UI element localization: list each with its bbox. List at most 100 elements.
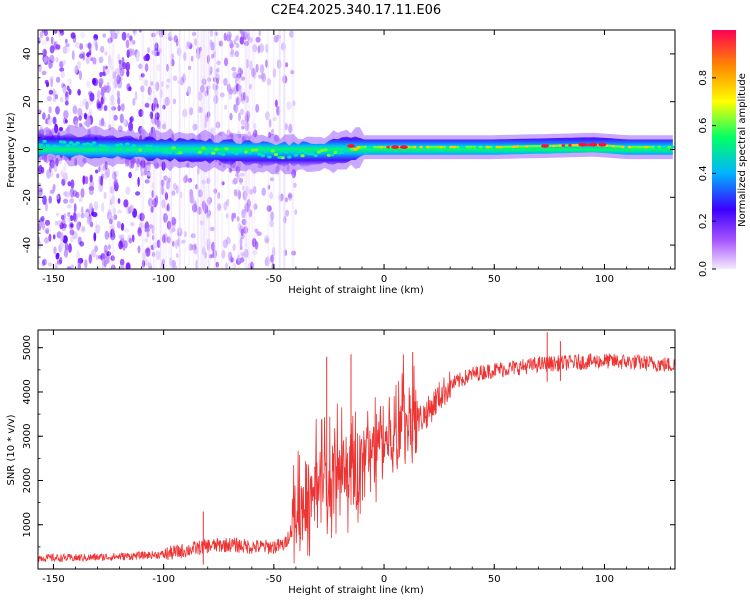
ridge-core [647, 145, 652, 149]
noise-blob [66, 85, 70, 91]
noise-blob [147, 86, 152, 96]
noise-blob [120, 103, 125, 112]
noise-blob [248, 209, 253, 218]
noise-blob [120, 222, 125, 231]
ridge-core [482, 145, 487, 149]
noise-blob [248, 37, 254, 43]
ridge-core [62, 140, 67, 144]
ridge-core [640, 145, 646, 149]
ridge-core [664, 145, 669, 149]
noise-blob [38, 106, 41, 116]
noise-blob [214, 84, 218, 92]
noise-blob [48, 60, 54, 68]
ridge-core [257, 152, 262, 156]
noise-blob [69, 198, 75, 204]
noise-blob [60, 170, 64, 178]
noise-blob [281, 42, 286, 51]
noise-blob [272, 116, 277, 122]
noise-blob [238, 90, 243, 97]
noise-blob [66, 204, 72, 209]
noise-blob [52, 88, 56, 97]
noise-blob [199, 220, 204, 226]
noise-blob [226, 129, 231, 139]
noise-blob [52, 89, 58, 99]
noise-blob [261, 72, 267, 83]
noise-blob [144, 63, 149, 72]
noise-blob [73, 211, 77, 222]
noise-blob [245, 110, 251, 120]
spectrogram-xtick-label: 100 [595, 274, 614, 285]
noise-blob [222, 239, 228, 249]
noise-blob [116, 74, 121, 85]
noise-blob [135, 53, 140, 62]
noise-blob [244, 202, 250, 213]
noise-blob [67, 211, 71, 217]
noise-blob [181, 239, 186, 244]
noise-blob [73, 66, 78, 75]
noise-blob [218, 131, 222, 137]
noise-blob [100, 253, 106, 262]
noise-blob [223, 32, 227, 41]
spectrogram-ytick-label: 20 [22, 95, 33, 108]
noise-blob [147, 96, 152, 102]
ridge-core [306, 152, 312, 156]
ridge-hotspot [598, 142, 607, 147]
noise-blob [47, 262, 53, 267]
noise-blob [86, 116, 92, 127]
ridge-core [65, 144, 71, 148]
noise-blob [54, 262, 58, 269]
ridge-hotspot [541, 144, 549, 148]
spectrogram-ytick-label: 40 [22, 48, 33, 61]
noise-blob [129, 40, 133, 47]
noise-blob [126, 32, 130, 39]
noise-blob [103, 259, 107, 268]
noise-blob [255, 103, 260, 113]
noise-blob [152, 198, 158, 208]
ridge-core [373, 145, 378, 149]
spectrogram-xlabel: Height of straight line (km) [288, 285, 424, 296]
noise-blob [135, 191, 141, 196]
noise-blob [60, 71, 65, 79]
noise-blob [100, 117, 105, 127]
ridge-core [297, 150, 302, 154]
noise-blob [223, 201, 228, 211]
ridge-core [58, 140, 64, 144]
noise-blob [252, 186, 257, 194]
noise-blob [243, 226, 248, 235]
noise-blob [182, 73, 186, 83]
noise-blob [50, 78, 53, 88]
ridge-core [101, 144, 107, 148]
noise-blob [40, 215, 45, 222]
noise-blob [110, 94, 115, 104]
noise-blob [201, 247, 206, 256]
ridge-core [290, 149, 295, 153]
noise-blob [38, 63, 42, 73]
ridge-core [263, 150, 269, 154]
ridge-core [432, 145, 437, 149]
noise-blob [212, 76, 217, 83]
ridge-core [75, 141, 80, 145]
noise-blob [111, 106, 117, 111]
noise-blob [238, 76, 241, 85]
ridge-core [468, 145, 474, 149]
noise-blob [235, 35, 239, 41]
noise-blob [103, 105, 108, 112]
ridge-core [425, 145, 431, 149]
noise-blob [72, 105, 78, 115]
noise-blob [110, 101, 115, 106]
noise-blob [139, 126, 145, 137]
ridge-core [521, 145, 527, 148]
noise-blob [119, 258, 125, 267]
noise-blob [239, 172, 245, 177]
noise-blob [92, 57, 97, 65]
noise-blob [244, 248, 249, 258]
noise-blob [265, 43, 269, 54]
noise-blob [43, 30, 48, 37]
noise-blob [292, 100, 296, 107]
noise-blob [48, 195, 52, 204]
noise-blob [146, 231, 150, 238]
noise-blob [80, 31, 85, 39]
noise-blob [215, 121, 221, 129]
noise-blob [123, 118, 127, 126]
noise-blob [214, 68, 219, 77]
